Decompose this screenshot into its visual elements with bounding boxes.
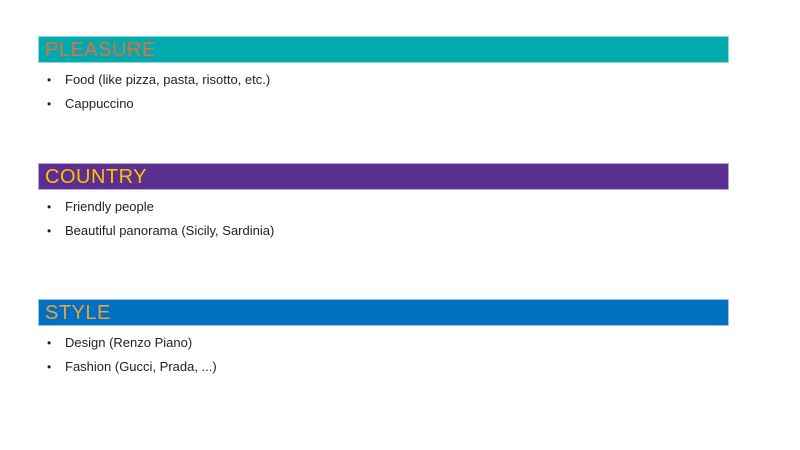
- bullet-text: Beautiful panorama (Sicily, Sardinia): [65, 223, 275, 238]
- bullet-icon: •: [47, 360, 52, 374]
- bullet-list-pleasure: • Food (like pizza, pasta, risotto, etc.…: [38, 68, 729, 116]
- section-title-style: STYLE: [45, 301, 111, 324]
- bullet-icon: •: [47, 224, 52, 238]
- section-header-bar-pleasure: PLEASURE: [38, 36, 729, 63]
- section-title-pleasure: PLEASURE: [45, 38, 156, 61]
- bullet-text: Design (Renzo Piano): [65, 335, 193, 350]
- list-item: • Cappuccino: [38, 92, 729, 116]
- list-item: • Friendly people: [38, 195, 729, 219]
- list-item: • Design (Renzo Piano): [38, 331, 729, 355]
- section-country: COUNTRY • Friendly people • Beautiful pa…: [38, 163, 729, 243]
- list-item: • Food (like pizza, pasta, risotto, etc.…: [38, 68, 729, 92]
- bullet-text: Food (like pizza, pasta, risotto, etc.): [65, 72, 271, 87]
- section-pleasure: PLEASURE • Food (like pizza, pasta, riso…: [38, 36, 729, 116]
- bullet-icon: •: [47, 200, 52, 214]
- bullet-text: Friendly people: [65, 199, 154, 214]
- list-item: • Fashion (Gucci, Prada, ...): [38, 355, 729, 379]
- bullet-list-style: • Design (Renzo Piano) • Fashion (Gucci,…: [38, 331, 729, 379]
- section-header-bar-country: COUNTRY: [38, 163, 729, 190]
- list-item: • Beautiful panorama (Sicily, Sardinia): [38, 219, 729, 243]
- bullet-icon: •: [47, 73, 52, 87]
- section-title-country: COUNTRY: [45, 165, 148, 188]
- bullet-icon: •: [47, 97, 52, 111]
- bullet-text: Cappuccino: [65, 96, 134, 111]
- bullet-list-country: • Friendly people • Beautiful panorama (…: [38, 195, 729, 243]
- bullet-icon: •: [47, 336, 52, 350]
- bullet-text: Fashion (Gucci, Prada, ...): [65, 359, 217, 374]
- section-style: STYLE • Design (Renzo Piano) • Fashion (…: [38, 299, 729, 379]
- section-header-bar-style: STYLE: [38, 299, 729, 326]
